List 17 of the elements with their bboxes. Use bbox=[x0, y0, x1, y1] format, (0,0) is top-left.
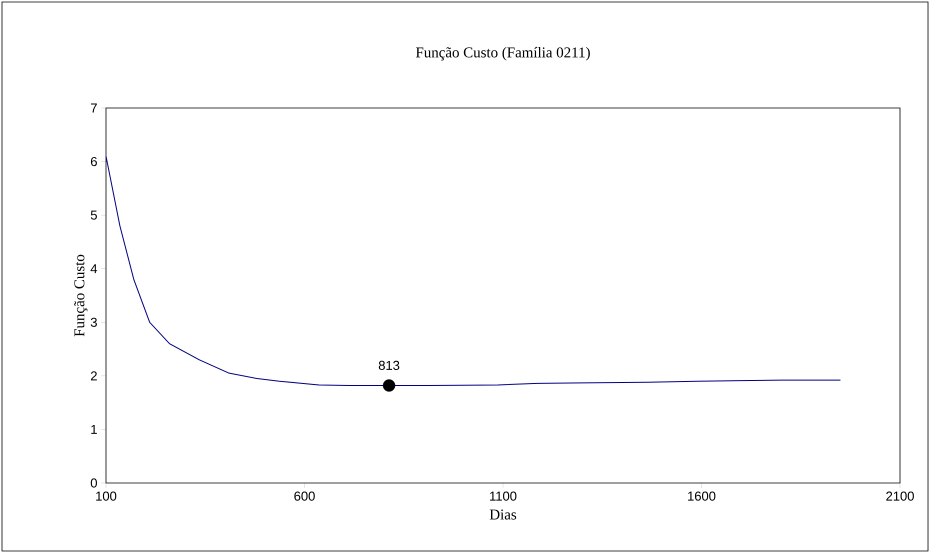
y-tick-label: 6 bbox=[90, 156, 97, 166]
x-tick-label: 600 bbox=[294, 492, 315, 501]
y-axis-title: Função Custo bbox=[74, 254, 88, 336]
y-tick-label: 3 bbox=[90, 318, 97, 327]
annotation: 813 bbox=[378, 360, 400, 370]
y-tick-label: 2 bbox=[90, 371, 97, 380]
y-tick-label: 5 bbox=[90, 210, 97, 220]
x-axis-title: Dias bbox=[490, 510, 516, 520]
x-tick-label: 100 bbox=[96, 492, 116, 501]
y-tick-label: 7 bbox=[90, 104, 97, 112]
y-tick-label: 0 bbox=[90, 478, 97, 488]
x-tick-label: 1100 bbox=[490, 492, 516, 501]
x-tick-label: 1600 bbox=[688, 492, 716, 501]
x-tick-label: 2100 bbox=[886, 492, 914, 501]
y-tick-label: 1 bbox=[91, 424, 97, 434]
chart-title: Função Custo (Família 0211) bbox=[416, 46, 590, 61]
y-tick-label: 4 bbox=[90, 264, 98, 274]
